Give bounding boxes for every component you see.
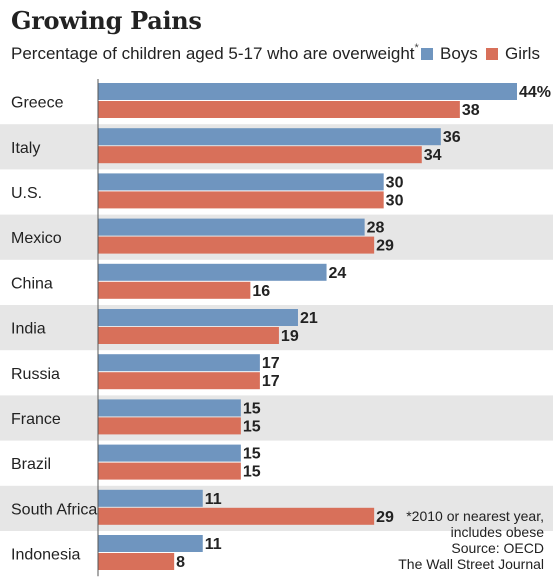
bar-boys	[98, 489, 203, 507]
bar-girls	[98, 146, 422, 164]
category-label: China	[11, 275, 53, 292]
bar-girls	[98, 236, 375, 254]
subtitle-footnote-mark: *	[414, 42, 419, 54]
chart-title: Growing Pains	[11, 6, 202, 35]
data-label-boys: 44%	[519, 84, 551, 101]
data-label-boys: 28	[367, 220, 385, 237]
category-label: Brazil	[11, 456, 51, 473]
bar-girls	[98, 553, 175, 570]
bar-girls	[98, 281, 251, 299]
category-label: South Africa	[11, 501, 97, 518]
bar-girls	[98, 372, 260, 390]
legend-girls: Girls	[486, 44, 540, 64]
bar-boys	[98, 218, 365, 236]
bar-girls	[98, 327, 279, 344]
bar-boys	[98, 444, 241, 462]
bar-boys	[98, 128, 441, 146]
data-label-boys: 30	[386, 174, 404, 191]
footnote: *2010 or nearest year, includes obese So…	[398, 508, 544, 572]
legend-girls-swatch	[486, 48, 498, 60]
category-label: Russia	[11, 366, 60, 383]
data-label-girls: 29	[376, 509, 394, 526]
category-label: France	[11, 411, 61, 428]
bar-boys	[98, 173, 384, 191]
data-label-girls: 38	[462, 102, 480, 119]
chart-subtitle: Percentage of children aged 5-17 who are…	[11, 42, 419, 64]
bar-boys	[98, 535, 203, 552]
data-label-girls: 16	[252, 283, 270, 300]
category-label: Mexico	[11, 230, 62, 247]
bar-boys	[98, 83, 517, 100]
bar-boys	[98, 354, 260, 372]
data-label-boys: 15	[243, 400, 261, 417]
data-label-girls: 29	[376, 238, 394, 255]
category-label: Indonesia	[11, 547, 80, 564]
legend-boys-swatch	[421, 48, 433, 60]
row-band	[0, 395, 553, 441]
category-label: India	[11, 321, 46, 338]
data-label-boys: 11	[205, 536, 222, 553]
data-label-girls: 8	[176, 554, 185, 571]
data-label-girls: 15	[243, 418, 261, 435]
category-label: U.S.	[11, 185, 42, 202]
legend-boys-label: Boys	[440, 44, 478, 63]
bar-girls	[98, 191, 384, 209]
bar-girls	[98, 101, 460, 118]
bar-boys	[98, 263, 327, 281]
data-label-boys: 15	[243, 446, 261, 463]
credit-line: The Wall Street Journal	[398, 556, 544, 572]
subtitle-text: Percentage of children aged 5-17 who are…	[11, 44, 415, 63]
bar-boys	[98, 309, 298, 326]
bar-girls	[98, 417, 241, 435]
data-label-girls: 34	[424, 147, 442, 164]
bar-girls	[98, 507, 375, 525]
footnote-line: *2010 or nearest year,	[406, 508, 544, 524]
legend-girls-label: Girls	[505, 44, 540, 63]
data-label-boys: 24	[329, 265, 347, 282]
data-label-girls: 17	[262, 373, 280, 390]
data-label-boys: 21	[300, 310, 318, 327]
data-label-boys: 17	[262, 355, 280, 372]
data-label-girls: 19	[281, 328, 299, 345]
data-label-girls: 30	[386, 192, 404, 209]
bar-boys	[98, 399, 241, 417]
legend-boys: Boys	[421, 44, 478, 64]
footnote-line: includes obese	[450, 524, 544, 540]
source-line: Source: OECD	[451, 540, 544, 556]
category-label: Greece	[11, 95, 64, 112]
data-label-girls: 15	[243, 464, 261, 481]
data-label-boys: 36	[443, 129, 461, 146]
data-label-boys: 11	[205, 491, 222, 508]
bar-girls	[98, 462, 241, 480]
category-label: Italy	[11, 140, 40, 157]
